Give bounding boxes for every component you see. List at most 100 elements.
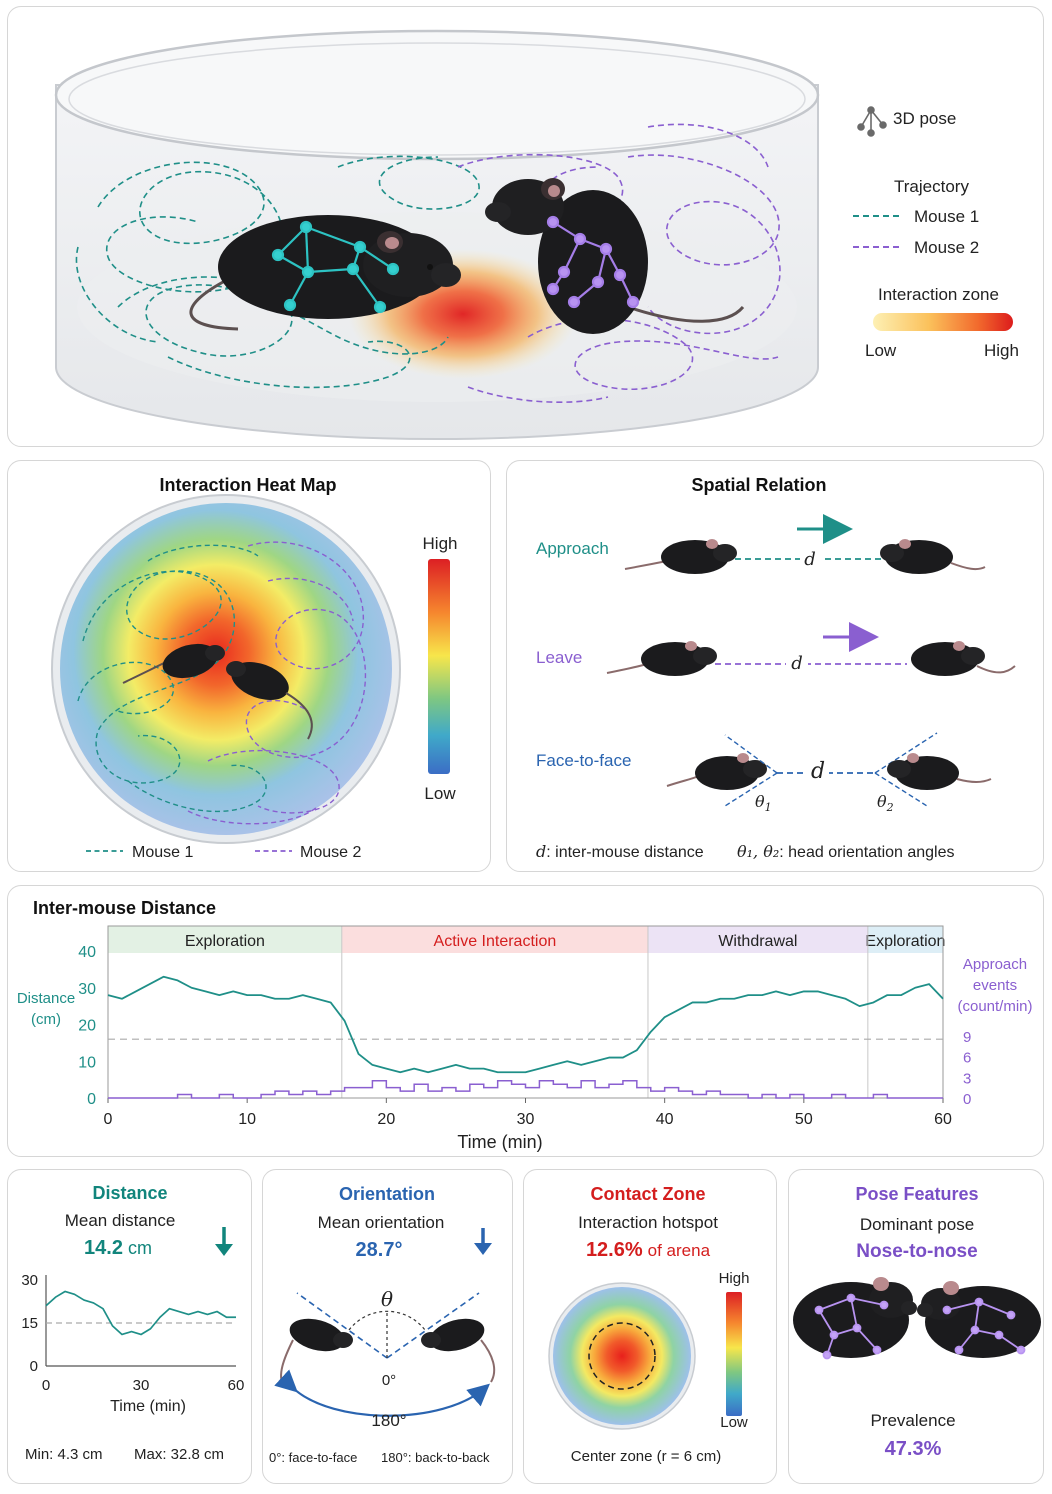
y-tick-label: 10 <box>78 1054 96 1071</box>
heatmap-title: Interaction Heat Map <box>159 475 336 495</box>
heatmap-mouse2-legend-label: Mouse 2 <box>300 844 361 861</box>
distance-card-label: Mean distance <box>65 1211 176 1230</box>
contact-card-label: Interaction hotspot <box>578 1213 718 1232</box>
y2-tick-label: 9 <box>963 1029 971 1046</box>
contact-low-label: Low <box>720 1414 748 1431</box>
zone-legend-title: Interaction zone <box>878 285 999 304</box>
heatmap-mouse1-legend-label: Mouse 1 <box>132 844 193 861</box>
x-tick-label: 0 <box>104 1111 113 1128</box>
y-tick-label: 20 <box>78 1018 96 1035</box>
approach-d-label: d <box>804 549 816 570</box>
approach-mouse-right <box>880 539 986 574</box>
orientation-card-value: 28.7° <box>356 1239 403 1261</box>
mouse2-figure <box>485 178 745 334</box>
distance-chart-y2label-2: events <box>973 977 1017 994</box>
orientation-zero-label: 0° <box>382 1372 396 1389</box>
mini-x-tick-label: 30 <box>133 1377 150 1394</box>
phase-label: Exploration <box>865 933 945 950</box>
mouse2-legend-label: Mouse 2 <box>914 238 979 257</box>
x-tick-label: 60 <box>934 1111 952 1128</box>
pose-prevalence-value: 47.3% <box>885 1438 942 1460</box>
pose-legend-label: 3D pose <box>893 109 956 128</box>
down-arrow-icon <box>474 1228 492 1255</box>
mini-y-tick-label: 0 <box>30 1358 38 1375</box>
distance-card-value: 14.2 cm <box>84 1237 152 1259</box>
face-mouse-right <box>887 753 992 790</box>
y-tick-label: 30 <box>78 981 96 998</box>
phase-band <box>867 926 943 953</box>
orientation-180-label: 180° <box>371 1411 406 1430</box>
orientation-diagram <box>274 1292 496 1417</box>
spatial-footer-theta: θ₁, θ₂: head orientation angles <box>737 842 955 861</box>
theta1-label: θ1 <box>755 792 772 814</box>
distance-card-title: Distance <box>92 1183 167 1203</box>
mouse1-pose-skeleton <box>271 220 400 314</box>
phase-band <box>341 926 648 953</box>
distance-line <box>107 975 944 1074</box>
zone-colorbar <box>873 313 1013 331</box>
contact-heatmap <box>553 1287 691 1425</box>
center-zone-outline <box>588 1322 656 1390</box>
distance-card-xlabel: Time (min) <box>110 1398 186 1415</box>
distance-chart-xlabel: Time (min) <box>457 1132 542 1152</box>
x-tick-label: 50 <box>795 1111 813 1128</box>
orientation-card: Orientation Mean orientation 28.7° θ 0° … <box>262 1169 513 1484</box>
phase-label: Exploration <box>185 933 265 950</box>
pose-legend-icon <box>857 106 887 137</box>
orientation-theta-label: θ <box>381 1287 393 1311</box>
heatmap-mouse2-trajectory <box>187 541 367 825</box>
pose-card-title: Pose Features <box>855 1184 978 1204</box>
zone-high-label: High <box>984 341 1019 360</box>
x-tick-label: 30 <box>517 1111 535 1128</box>
pose-card-value: Nose-to-nose <box>856 1241 977 1262</box>
contact-colorbar <box>726 1292 742 1416</box>
distance-chart-title: Inter-mouse Distance <box>33 898 216 918</box>
heatmap-colorbar <box>428 559 450 774</box>
arena-cylinder <box>54 29 820 440</box>
spatial-relation-panel: Spatial Relation Approach d Leave d <box>506 460 1044 872</box>
distance-card: Distance Mean distance 14.2 cm Time (min)… <box>7 1169 252 1484</box>
y2-tick-label: 0 <box>963 1091 971 1108</box>
trajectory-legend-title: Trajectory <box>894 177 969 196</box>
pose-card-skeleton-left <box>814 1293 889 1360</box>
contact-card-value: 12.6% of arena <box>586 1239 711 1261</box>
mini-x-tick-label: 0 <box>42 1377 50 1394</box>
mouse1-legend-label: Mouse 1 <box>914 207 979 226</box>
leave-label: Leave <box>536 648 582 667</box>
mini-y-tick-label: 30 <box>21 1272 38 1289</box>
arena-overview-panel: 3D pose Trajectory Mouse 1 Mouse 2 Inter… <box>7 6 1044 447</box>
heatmap-low-label: Low <box>424 784 456 803</box>
approach-events-line <box>108 1080 943 1099</box>
orientation-card-title: Orientation <box>339 1184 435 1204</box>
contact-high-label: High <box>719 1270 750 1287</box>
face-d-label: d <box>811 759 825 784</box>
y2-tick-label: 3 <box>963 1070 971 1087</box>
distance-chart-y2label: Approach <box>963 956 1027 973</box>
x-tick-label: 20 <box>377 1111 395 1128</box>
contact-card-title: Contact Zone <box>591 1184 706 1204</box>
contact-zone-card: Contact Zone Interaction hotspot 12.6% of… <box>523 1169 777 1484</box>
orientation-footer-left: 0°: face-to-face <box>269 1450 357 1465</box>
mouse2-pose-skeleton <box>546 215 640 309</box>
heatmap-mouse1-trajectory <box>77 544 267 813</box>
theta2-label: θ2 <box>877 792 894 814</box>
heatmap-panel: Interaction Heat Map High Low Mouse 1 <box>7 460 491 872</box>
heatmap-high-label: High <box>423 534 458 553</box>
spatial-title: Spatial Relation <box>691 475 826 495</box>
distance-chart-ylabel: Distance <box>17 990 75 1007</box>
approach-mouse-left <box>624 539 737 574</box>
contact-footer: Center zone (r = 6 cm) <box>571 1448 721 1465</box>
mouse1-figure <box>189 215 461 331</box>
down-arrow-icon <box>215 1227 233 1256</box>
zone-low-label: Low <box>865 341 897 360</box>
y-tick-label: 40 <box>78 944 96 961</box>
y-tick-label: 0 <box>87 1091 96 1108</box>
y2-tick-label: 6 <box>963 1050 971 1067</box>
distance-timeseries-panel: Inter-mouse Distance Distance (cm) Appro… <box>7 885 1044 1157</box>
mini-distance-line <box>45 1290 236 1336</box>
pose-prevalence-label: Prevalence <box>870 1411 955 1430</box>
face-label: Face-to-face <box>536 751 631 770</box>
face-mouse-left <box>666 753 767 790</box>
x-tick-label: 10 <box>238 1111 256 1128</box>
pose-features-card: Pose Features Dominant pose Nose-to-nose <box>788 1169 1044 1484</box>
